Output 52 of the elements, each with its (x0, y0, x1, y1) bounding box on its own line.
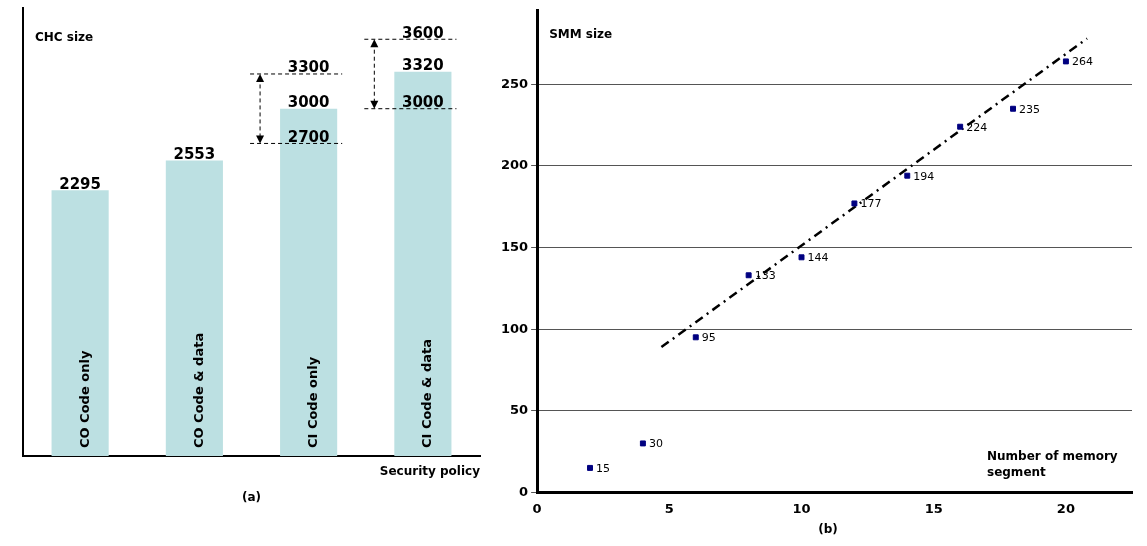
data-label: 3000 (287, 93, 330, 112)
x-tick-label: 5 (664, 500, 674, 516)
bar (51, 190, 109, 456)
x-tick-label: 15 (924, 500, 943, 516)
bar (165, 160, 223, 456)
point (587, 464, 593, 471)
data-label: 30 (648, 437, 663, 451)
bar (280, 108, 338, 456)
x-tick-label: CO Code & data (190, 332, 206, 448)
data-label: 224 (966, 120, 988, 134)
point (745, 272, 752, 279)
point (957, 123, 964, 130)
data-label: 235 (1019, 102, 1041, 116)
x-tick-label: 0 (532, 500, 542, 516)
text: (b) (818, 521, 838, 536)
point (1010, 105, 1016, 112)
data-label: 177 (860, 197, 882, 211)
y-tick-label: 150 (501, 238, 529, 254)
data-label: 144 (807, 251, 829, 265)
point (639, 440, 646, 447)
ref-line-label: 2700 (287, 127, 330, 146)
data-label: 3320 (402, 56, 444, 75)
x-axis-title: Number of memory segment (987, 448, 1118, 479)
x-axis-title: Security policy (379, 464, 481, 479)
point (851, 200, 858, 207)
x-tick-label: CI Code & data (419, 339, 435, 448)
ref-line-label: 3000 (402, 93, 444, 112)
bar (394, 71, 452, 456)
data-label: 95 (701, 331, 716, 345)
x-tick-label: CI Code only (305, 356, 320, 448)
data-label: 15 (596, 461, 611, 475)
x-tick-label: 20 (1056, 500, 1075, 516)
point (798, 254, 805, 261)
x-tick-label: 10 (792, 500, 811, 516)
y-tick-label: 50 (510, 402, 529, 418)
y-tick-label: 200 (501, 157, 529, 173)
y-axis-title: SMM size (549, 26, 613, 41)
data-label: 2295 (59, 174, 101, 193)
x-tick-label: CO Code only (76, 350, 92, 448)
y-tick-label: 100 (501, 320, 529, 336)
point (1062, 58, 1069, 65)
text: (a) (241, 490, 262, 505)
point (692, 334, 699, 341)
data-label: 194 (913, 169, 935, 183)
point (904, 172, 911, 179)
data-label: 264 (1071, 55, 1093, 69)
ref-line-label: 3300 (287, 58, 330, 77)
y-tick-label: 250 (501, 75, 529, 91)
y-axis-title: CHC size (35, 30, 94, 45)
y-tick-label: 0 (519, 483, 529, 499)
data-label: 2553 (173, 144, 216, 163)
ref-line-label: 3600 (402, 23, 444, 42)
